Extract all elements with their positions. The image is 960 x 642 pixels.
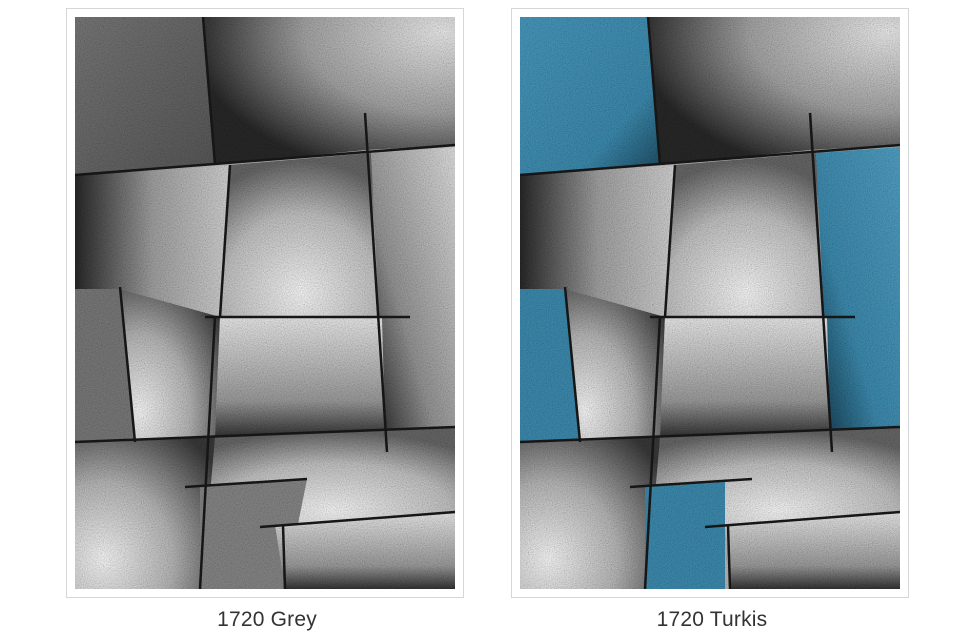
rug-image-turkis — [520, 17, 900, 589]
product-card-grey[interactable]: 1720 Grey — [47, 0, 467, 642]
product-caption: 1720 Turkis — [656, 608, 768, 631]
product-image-frame[interactable] — [66, 8, 464, 598]
product-card-turkis[interactable]: 1720 Turkis — [492, 0, 912, 642]
product-caption: 1720 Grey — [217, 608, 317, 631]
rug-image-grey — [75, 17, 455, 589]
product-image-frame[interactable] — [511, 8, 909, 598]
